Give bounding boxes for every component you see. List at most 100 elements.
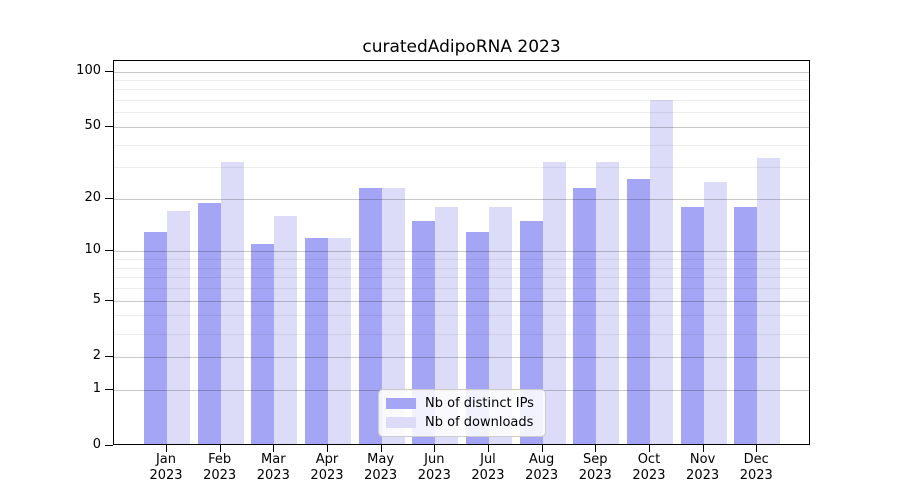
bar-dec-downloads	[757, 157, 781, 444]
x-tick-month: Nov	[689, 452, 716, 467]
y-tick-label: 2	[92, 347, 101, 363]
gridline-major	[114, 251, 809, 253]
x-tick-mark	[648, 445, 650, 452]
bar-dec-distinct-ips	[734, 207, 758, 444]
x-tick-mark	[273, 445, 275, 452]
x-tick-label: Feb 2023	[190, 452, 250, 484]
gridline-minor	[114, 112, 809, 114]
x-tick-label: Nov 2023	[673, 452, 733, 484]
y-tick-mark	[105, 355, 113, 357]
gridline-minor	[114, 167, 809, 169]
x-tick-year: 2023	[417, 468, 451, 483]
bar-jun-distinct-ips	[412, 221, 436, 444]
x-tick-mark	[702, 445, 704, 452]
y-tick-label: 10	[84, 242, 101, 258]
bar-jan-downloads	[167, 211, 190, 444]
y-tick-mark	[105, 70, 113, 72]
bar-nov-downloads	[703, 181, 727, 444]
y-tick-label: 5	[92, 291, 101, 307]
y-tick-label: 100	[76, 62, 101, 78]
x-tick-label: Sep 2023	[565, 452, 625, 484]
x-tick-mark	[326, 445, 328, 452]
y-tick-mark	[105, 445, 113, 446]
x-tick-mark	[434, 445, 436, 452]
bar-sep-distinct-ips	[573, 188, 597, 444]
x-tick-year: 2023	[364, 468, 398, 483]
bar-mar-distinct-ips	[251, 244, 275, 444]
x-tick-year: 2023	[149, 468, 183, 483]
gridline-major	[114, 71, 809, 73]
bar-aug-distinct-ips	[519, 221, 543, 444]
gridline-major	[114, 300, 809, 302]
gridline-minor	[114, 288, 809, 290]
y-tick-mark	[105, 299, 113, 301]
gridline-minor	[114, 267, 809, 269]
legend: Nb of distinct IPs Nb of downloads	[378, 389, 546, 437]
y-tick-mark	[105, 250, 113, 252]
x-tick-year: 2023	[256, 468, 290, 483]
x-tick-mark	[487, 445, 489, 452]
x-tick-label: Jan 2023	[136, 452, 196, 484]
x-tick-label: Jun 2023	[404, 452, 464, 484]
x-tick-mark	[380, 445, 382, 452]
legend-swatch-downloads	[386, 417, 416, 428]
y-tick-mark	[105, 388, 113, 390]
bar-apr-downloads	[327, 237, 351, 444]
y-tick-label: 20	[84, 189, 101, 205]
x-tick-mark	[219, 445, 221, 452]
y-tick-mark	[105, 125, 113, 127]
bar-mar-downloads	[274, 216, 298, 444]
x-tick-month: Oct	[637, 452, 661, 467]
gridline-minor	[114, 333, 809, 335]
gridline-minor	[114, 259, 809, 261]
gridline-major	[114, 126, 809, 128]
x-tick-month: Aug	[528, 452, 555, 467]
bar-feb-downloads	[220, 162, 244, 444]
bar-jul-downloads	[488, 207, 512, 444]
x-tick-month: May	[367, 452, 395, 467]
x-tick-month: Mar	[261, 452, 286, 467]
bar-oct-distinct-ips	[626, 178, 650, 444]
y-tick-label: 0	[92, 437, 101, 452]
legend-item-downloads: Nb of downloads	[386, 415, 545, 430]
x-tick-month: Jul	[480, 452, 496, 467]
gridline-major	[114, 198, 809, 200]
x-tick-label: Dec 2023	[726, 452, 786, 484]
x-tick-label: May 2023	[351, 452, 411, 484]
bar-sep-downloads	[596, 162, 620, 444]
bar-feb-distinct-ips	[197, 202, 221, 444]
x-tick-year: 2023	[739, 468, 773, 483]
gridline-minor	[114, 89, 809, 91]
bar-jan-distinct-ips	[144, 231, 167, 444]
x-tick-year: 2023	[525, 468, 559, 483]
x-tick-year: 2023	[203, 468, 237, 483]
x-tick-mark	[541, 445, 543, 452]
x-tick-mark	[595, 445, 597, 452]
x-tick-label: Jul 2023	[458, 452, 518, 484]
x-tick-month: Jun	[424, 452, 445, 467]
x-tick-year: 2023	[686, 468, 720, 483]
x-tick-year: 2023	[471, 468, 505, 483]
bar-aug-downloads	[542, 162, 566, 444]
x-tick-label: Apr 2023	[297, 452, 357, 484]
x-tick-month: Dec	[743, 452, 769, 467]
x-tick-year: 2023	[310, 468, 344, 483]
y-tick-label: 1	[92, 380, 101, 396]
bar-jun-downloads	[435, 207, 459, 444]
y-tick-label: 50	[84, 117, 101, 133]
x-tick-label: Aug 2023	[512, 452, 572, 484]
chart-title: curatedAdipoRNA 2023	[362, 37, 561, 57]
gridline-minor	[114, 100, 809, 102]
gridline-minor	[114, 144, 809, 146]
legend-item-distinct-ips: Nb of distinct IPs	[386, 396, 545, 411]
x-tick-month: Sep	[583, 452, 608, 467]
gridline-minor	[114, 79, 809, 81]
plot-area	[113, 60, 810, 445]
legend-label-distinct-ips: Nb of distinct IPs	[425, 396, 534, 411]
x-tick-year: 2023	[578, 468, 612, 483]
x-tick-month: Apr	[315, 452, 339, 467]
x-tick-label: Oct 2023	[619, 452, 679, 484]
x-tick-mark	[756, 445, 758, 452]
bar-apr-distinct-ips	[304, 237, 328, 444]
